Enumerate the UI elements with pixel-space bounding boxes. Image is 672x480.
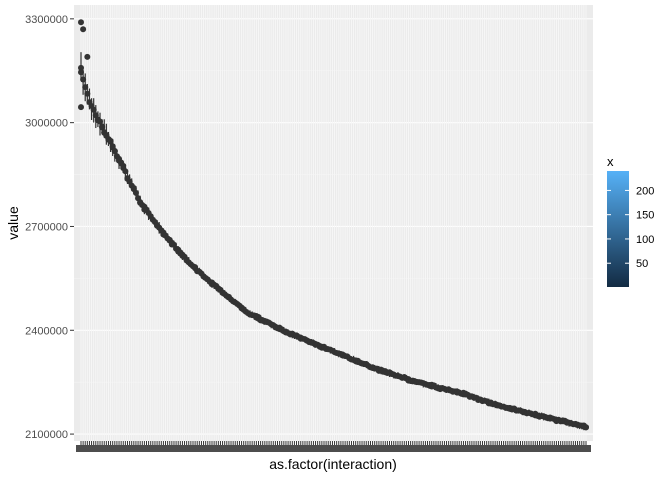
data-point — [120, 162, 127, 169]
y-tick-label: 2400000 — [25, 325, 68, 337]
y-tick-label: 3000000 — [25, 118, 68, 130]
data-point — [111, 148, 118, 155]
data-point — [84, 90, 91, 97]
y-axis: 2100000 2400000 2700000 3000000 3300000 — [25, 14, 74, 441]
data-point — [109, 143, 116, 150]
plot-panel — [74, 5, 593, 441]
colorbar-label: 150 — [636, 210, 654, 222]
data-point — [78, 69, 84, 76]
data-points — [78, 19, 589, 431]
outlier-point — [78, 19, 84, 26]
data-point — [132, 189, 139, 196]
data-point — [90, 106, 97, 113]
outlier-point — [80, 26, 87, 33]
y-tick-label: 2700000 — [25, 221, 68, 233]
x-axis-title: as.factor(interaction) — [269, 456, 397, 472]
y-tick-label: 3300000 — [25, 14, 68, 26]
data-point — [107, 137, 114, 144]
outlier-point — [78, 104, 84, 111]
legend-title: x — [607, 154, 614, 169]
colorbar — [607, 171, 629, 287]
colorbar-label: 50 — [636, 258, 648, 270]
y-axis-title: value — [5, 206, 21, 240]
data-point — [82, 84, 89, 91]
y-tick-label: 2100000 — [25, 429, 68, 441]
grid-minor — [74, 70, 593, 383]
data-point — [583, 424, 589, 431]
colorbar-label: 100 — [636, 234, 654, 246]
data-point — [122, 168, 129, 175]
outlier-point — [84, 53, 91, 60]
data-point — [78, 64, 84, 71]
data-point — [99, 124, 106, 131]
colorbar-label: 200 — [636, 185, 654, 197]
data-point — [80, 76, 87, 83]
colorbar-ticks: 50 100 150 200 — [607, 185, 654, 270]
legend: x 50 100 150 200 — [607, 154, 654, 287]
data-point — [97, 118, 104, 125]
x-axis — [76, 441, 591, 452]
x-tick-labels-overlap — [76, 445, 591, 452]
grid-major — [74, 5, 593, 441]
